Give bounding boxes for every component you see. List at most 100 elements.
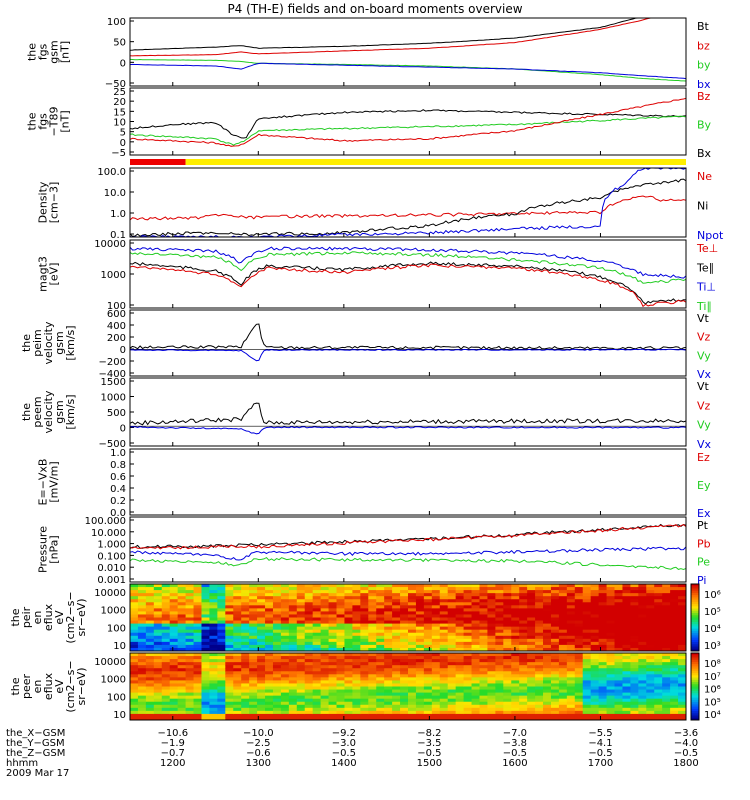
spectrogram-cell: [558, 617, 568, 622]
spectrogram-cell: [431, 602, 441, 606]
spectrogram-cell: [185, 713, 195, 718]
spectrogram-cell: [423, 623, 433, 628]
spectrogram-cell: [487, 698, 496, 703]
spectrogram-cell: [495, 635, 504, 640]
spectrogram-cell: [201, 686, 210, 691]
spectrogram-cell: [161, 620, 171, 625]
spectrogram-cell: [233, 671, 242, 675]
spectrogram-cell: [130, 698, 139, 703]
spectrogram-cell: [153, 626, 163, 631]
spectrogram-cell: [408, 626, 417, 631]
spectrogram-cell: [400, 704, 409, 709]
spectrogram-cell: [654, 599, 663, 603]
colorbar-cell: [691, 626, 699, 630]
spectrogram-cell: [241, 641, 250, 646]
spectrogram-cell: [352, 626, 361, 631]
spectrogram-cell: [257, 608, 266, 612]
spectrogram-cell: [622, 635, 631, 640]
spectrogram-cell: [646, 638, 655, 643]
y-label-line: the: [26, 112, 39, 130]
spectrogram-cell: [455, 632, 465, 637]
spectrogram-cell: [638, 611, 647, 615]
spectrogram-cell: [304, 674, 314, 678]
spectrogram-cell: [312, 698, 322, 703]
spectrogram-cell: [265, 665, 274, 669]
spectrogram-cell: [463, 584, 473, 588]
spectrogram-cell: [574, 686, 584, 691]
spectrogram-cell: [622, 692, 631, 697]
spectrogram-cell: [566, 674, 576, 678]
spectrogram-cell: [169, 623, 179, 628]
spectrogram-cell: [193, 716, 202, 721]
spectrogram-cell: [678, 692, 687, 697]
spectrogram-cell: [384, 611, 393, 615]
spectrogram-cell: [217, 647, 226, 652]
spectrogram-cell: [400, 602, 409, 606]
spectrogram-cell: [558, 701, 568, 706]
spectrogram-cell: [201, 701, 210, 706]
colorbar-tick-label: 10⁴: [704, 624, 721, 635]
spectrogram-cell: [296, 647, 306, 652]
spectrogram-cell: [590, 590, 600, 594]
spectrogram-cell: [312, 599, 322, 603]
spectrogram-cell: [137, 668, 147, 672]
spectrogram-cell: [376, 611, 385, 615]
spectrogram-cell: [161, 614, 171, 618]
spectrogram-cell: [423, 713, 433, 718]
spectrogram-cell: [185, 629, 195, 634]
spectrogram-cell: [241, 686, 250, 691]
spectrogram-cell: [288, 611, 298, 615]
spectrogram-cell: [519, 593, 528, 597]
spectrogram-cell: [225, 584, 234, 588]
spectrogram-cell: [304, 584, 314, 588]
spectrogram-cell: [606, 647, 616, 652]
spectrogram-cell: [161, 695, 171, 700]
spectrogram-cell: [161, 629, 171, 634]
spectrogram-cell: [328, 632, 338, 637]
spectrogram-cell: [272, 590, 282, 594]
spectrogram-cell: [153, 665, 163, 669]
spectrogram-cell: [257, 701, 266, 706]
spectrogram-cell: [265, 608, 274, 612]
spectrogram-cell: [463, 713, 473, 718]
spectrogram-cell: [392, 644, 401, 649]
spectrogram-cell: [614, 620, 623, 625]
spectrogram-cell: [209, 704, 218, 709]
y-tick-label: 10: [113, 641, 126, 652]
spectrogram-cell: [352, 692, 361, 697]
spectrogram-cell: [678, 689, 687, 694]
spectrogram-cell: [312, 653, 322, 657]
y-axis-label: magt3[eV]: [37, 256, 61, 292]
spectrogram-cell: [265, 623, 274, 628]
spectrogram-cell: [503, 689, 512, 694]
spectrogram-cell: [185, 716, 195, 721]
spectrogram-cell: [558, 674, 568, 678]
spectrogram-cell: [169, 602, 179, 606]
spectrogram-cell: [574, 701, 584, 706]
spectrogram-cell: [137, 683, 147, 687]
spectrogram-cell: [249, 659, 258, 663]
spectrogram-cell: [352, 623, 361, 628]
spectrogram-cell: [161, 653, 171, 657]
spectrogram-cell: [511, 686, 520, 691]
spectrogram-cell: [312, 626, 322, 631]
colorbar-cell: [691, 697, 699, 701]
spectrogram-cell: [431, 596, 441, 600]
spectrogram-cell: [415, 626, 425, 631]
spectrogram-cell: [384, 623, 393, 628]
y-label-line: E=−VxB: [37, 459, 50, 506]
y-tick-label: −50: [105, 79, 126, 90]
spectrogram-cell: [392, 680, 401, 684]
spectrogram-cell: [288, 617, 298, 622]
spectrogram-cell: [543, 599, 552, 603]
spectrogram-cell: [630, 698, 639, 703]
spectrogram-cell: [511, 641, 520, 646]
spectrogram-cell: [177, 686, 187, 691]
spectrogram-cell: [519, 653, 528, 657]
spectrogram-cell: [447, 620, 457, 625]
spectrogram-cell: [519, 686, 528, 691]
spectrogram-cell: [201, 647, 210, 652]
spectrogram-cell: [471, 629, 480, 634]
spectrogram-cell: [344, 626, 353, 631]
